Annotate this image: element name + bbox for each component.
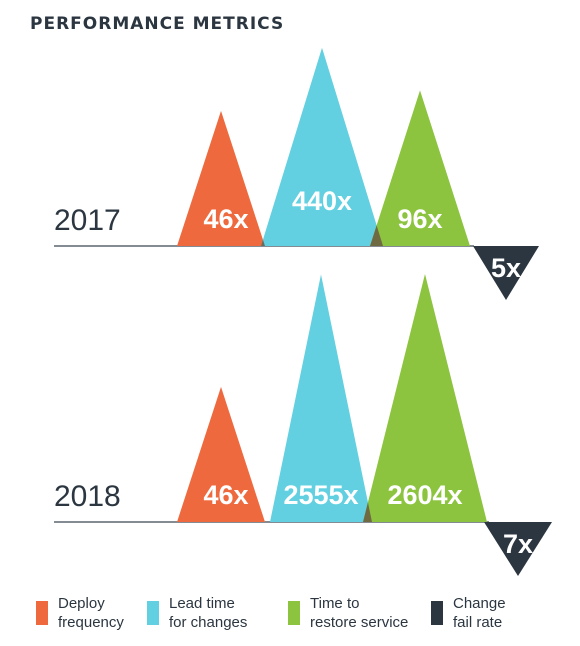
triangle-change-fail-rate — [473, 246, 539, 300]
legend-label-line1: Change — [453, 595, 506, 612]
legend-swatch — [288, 601, 300, 625]
overlap-wedge — [370, 225, 383, 246]
triangle-time-to-restore — [363, 274, 487, 522]
value-label-change-fail-rate: 5x — [491, 253, 521, 283]
legend-label-line2: fail rate — [453, 614, 503, 631]
legend-label-line2: restore service — [310, 614, 409, 631]
triangle-deploy-frequency — [177, 386, 265, 522]
triangle-lead-time — [270, 274, 372, 522]
legend-label-line1: Deploy — [58, 595, 105, 612]
legend-swatch — [147, 601, 159, 625]
value-label-change-fail-rate: 7x — [503, 529, 533, 559]
triangle-change-fail-rate — [484, 522, 552, 576]
value-label-deploy-frequency: 46x — [203, 480, 248, 510]
legend-item-lead-time: Lead time for changes — [147, 594, 247, 632]
legend-item-change-fail-rate: Change fail rate — [431, 594, 506, 632]
year-label: 2018 — [54, 480, 121, 513]
triangle-lead-time — [261, 47, 383, 246]
row-2018: 2018 46x 2555x 2604x 7x — [54, 274, 552, 576]
legend-swatch — [431, 601, 443, 625]
triangle-deploy-frequency — [177, 110, 265, 246]
performance-chart: 2017 46x 440x 96x 5x 2018 46x 2555x 2604x 7x — [54, 47, 552, 576]
triangle-time-to-restore — [370, 90, 470, 246]
legend-label-line2: frequency — [58, 614, 124, 631]
legend-label-line1: Time to — [310, 595, 360, 612]
overlap-wedge — [363, 502, 372, 522]
chart-title: PERFORMANCE METRICS — [30, 14, 285, 34]
year-label: 2017 — [54, 204, 121, 237]
value-label-lead-time: 440x — [292, 186, 352, 216]
value-label-time-to-restore: 2604x — [387, 480, 462, 510]
legend-item-time-to-restore: Time to restore service — [288, 594, 408, 632]
value-label-deploy-frequency: 46x — [203, 204, 248, 234]
legend-item-deploy-frequency: Deploy frequency — [36, 594, 124, 632]
legend-swatch — [36, 601, 48, 625]
row-2017: 2017 46x 440x 96x 5x — [54, 47, 539, 300]
value-label-lead-time: 2555x — [283, 480, 358, 510]
overlap-wedge — [261, 239, 265, 246]
legend: Deploy frequency Lead time for changes T… — [0, 594, 580, 644]
legend-label-line2: for changes — [169, 614, 248, 631]
legend-label-line1: Lead time — [169, 595, 235, 612]
value-label-time-to-restore: 96x — [397, 204, 442, 234]
